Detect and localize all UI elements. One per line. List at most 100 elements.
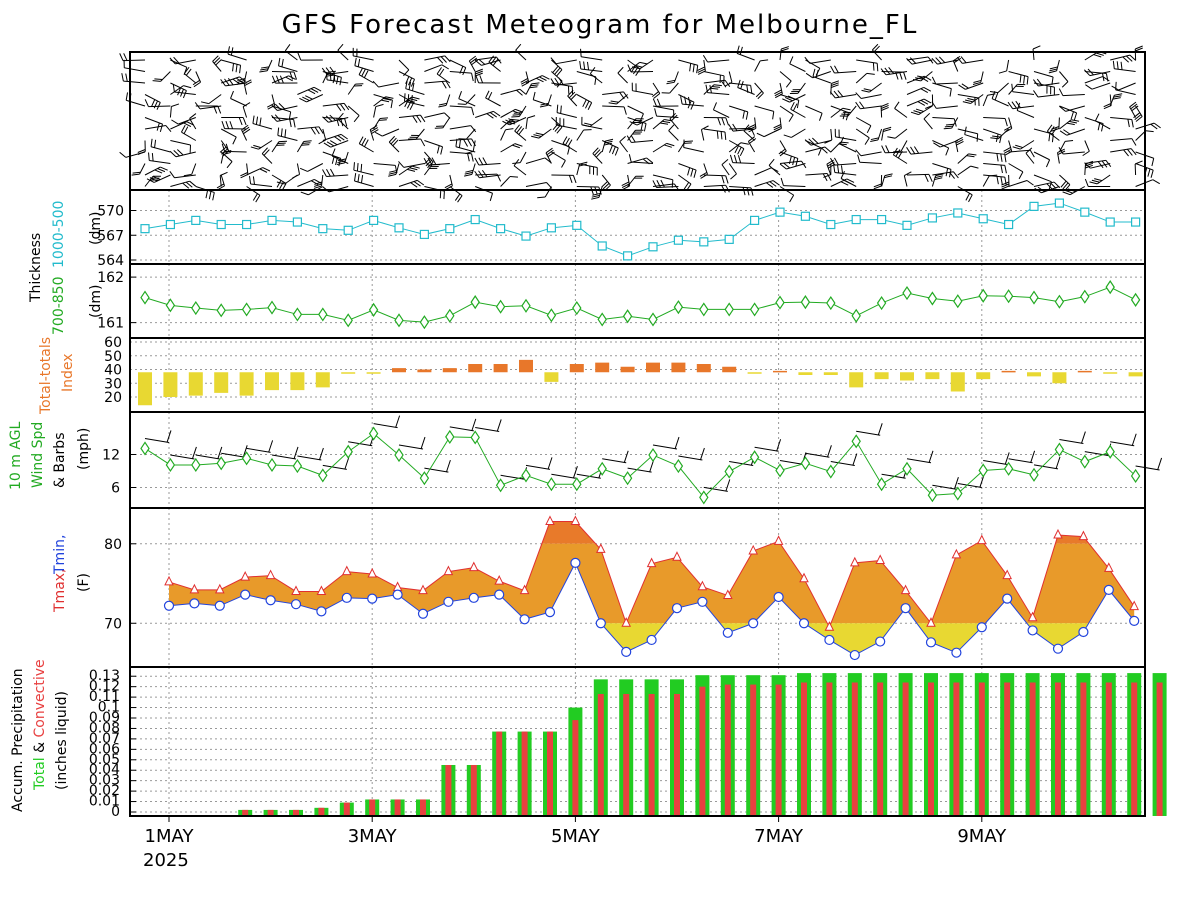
wind-barb-flag — [652, 180, 657, 188]
thickness850-point — [775, 295, 785, 310]
wind-barb-flag — [1046, 183, 1053, 190]
wind-barb-flag — [804, 139, 812, 146]
wind-barb-flag — [737, 146, 742, 155]
wind-barb-flag — [965, 99, 974, 103]
wind-barb-flag — [1147, 168, 1151, 177]
wind-barb-flag — [314, 181, 323, 185]
wind-barb-flag — [733, 154, 738, 163]
wind-barb-flag — [1103, 103, 1112, 108]
wind-barb-flag — [512, 144, 520, 149]
wind-barb — [1110, 138, 1132, 141]
precip-convective-bar — [242, 809, 249, 816]
wind-barb-flag — [739, 46, 743, 55]
wind-barb-flag — [627, 64, 632, 73]
wind-barb-flag — [410, 182, 418, 188]
wind-barb-flag — [774, 91, 783, 97]
wind-barb-flag — [920, 77, 929, 82]
wind-barb — [144, 117, 163, 125]
wind-speed-point — [343, 444, 353, 459]
thickness-point — [622, 251, 633, 261]
wind-barb — [1012, 91, 1035, 95]
wind-barb — [382, 128, 400, 137]
wind-barb-flag — [441, 64, 449, 70]
wind-barb-flag — [327, 70, 336, 73]
wind-barb-flag — [884, 67, 891, 75]
thickness850-tick-label: 161 — [97, 316, 124, 332]
tmin-point — [240, 589, 251, 600]
wind-barb-flag — [545, 147, 553, 154]
thickness-point — [648, 242, 658, 252]
tt-bar — [417, 369, 432, 373]
wind-speed-point — [470, 430, 480, 445]
wind-barb-flag — [253, 144, 262, 149]
wind-barb-flag — [1097, 122, 1101, 131]
wind-barb-flag — [194, 102, 201, 110]
wind-barb-flag — [271, 115, 278, 122]
wind-barb — [296, 163, 301, 175]
surface-wind-barb — [881, 473, 906, 479]
wind-barb-flag — [223, 149, 232, 154]
surface-wind-barb — [754, 446, 779, 452]
wind-frame — [129, 411, 1146, 509]
thickness850-point — [953, 294, 963, 309]
wind-barb-flag — [546, 149, 554, 156]
wind-barb-flag — [792, 103, 798, 112]
wind-barb-flag — [692, 64, 695, 73]
wind-barb-flag — [232, 136, 237, 145]
thickness-point — [521, 231, 531, 241]
wind-barb — [729, 186, 752, 189]
wind-barb-flag — [474, 157, 480, 166]
wind-barb — [373, 106, 377, 118]
wind-barb-flag — [335, 104, 342, 112]
precip-tick-label: 0.05 — [89, 752, 120, 768]
wind-barb-flag — [356, 163, 359, 172]
wind-barb-flag — [219, 146, 227, 153]
tt-bar — [722, 366, 737, 373]
wind-barb-flag — [724, 79, 731, 88]
wind-barb-flag — [812, 68, 816, 77]
wind-barb-flag — [489, 193, 494, 202]
thickness-point — [1080, 207, 1090, 217]
wind-barb-flag — [737, 155, 742, 164]
wind-barb-flag — [756, 132, 765, 138]
wind-barb-flag — [119, 53, 124, 61]
wind-barb-flag — [594, 149, 601, 156]
wind-barb-flag — [255, 195, 261, 203]
tmin-point — [214, 600, 225, 611]
tt-tick-label: 30 — [104, 376, 122, 392]
wind-barb — [150, 146, 171, 153]
wind-barb — [322, 151, 341, 159]
wind-barb-flag — [261, 147, 268, 154]
wind-barb-flag — [121, 73, 124, 82]
wind-barb — [337, 118, 349, 130]
wind-barb — [580, 68, 603, 72]
precip-convective-bar — [928, 682, 934, 816]
wind-barb-flag — [945, 168, 949, 177]
wind-barb-flag — [1103, 105, 1112, 110]
wind-barb-flag — [780, 177, 784, 186]
wind-speed-point — [1003, 461, 1014, 476]
tt-tick-label: 40 — [104, 363, 122, 379]
wind-barb-flag — [1060, 180, 1067, 188]
wind-barb-flag — [899, 71, 903, 80]
surface-wind-barb-flag — [344, 457, 350, 470]
wind-barb-flag — [227, 78, 234, 86]
tmax-point — [1053, 528, 1063, 539]
wind-barb-flag — [293, 71, 298, 80]
wind-barb-flag — [840, 181, 849, 186]
wind-barb-flag — [730, 173, 737, 180]
tt-bar — [874, 372, 889, 380]
tmax-point — [1002, 569, 1013, 580]
wind-barb-flag — [229, 121, 234, 129]
wind-barb — [513, 165, 527, 176]
wind-barb-flag — [363, 70, 369, 78]
wind-barb — [230, 98, 247, 107]
wind-barb — [1118, 82, 1136, 91]
wind-barb-flag — [720, 80, 727, 88]
wind-barb-flag — [260, 68, 269, 71]
wind-barb — [1084, 76, 1103, 84]
wind-barb-flag — [238, 117, 243, 126]
wind-barb-flag — [873, 185, 882, 190]
tt-bar — [239, 372, 254, 396]
wind-barb-flag — [782, 98, 790, 103]
